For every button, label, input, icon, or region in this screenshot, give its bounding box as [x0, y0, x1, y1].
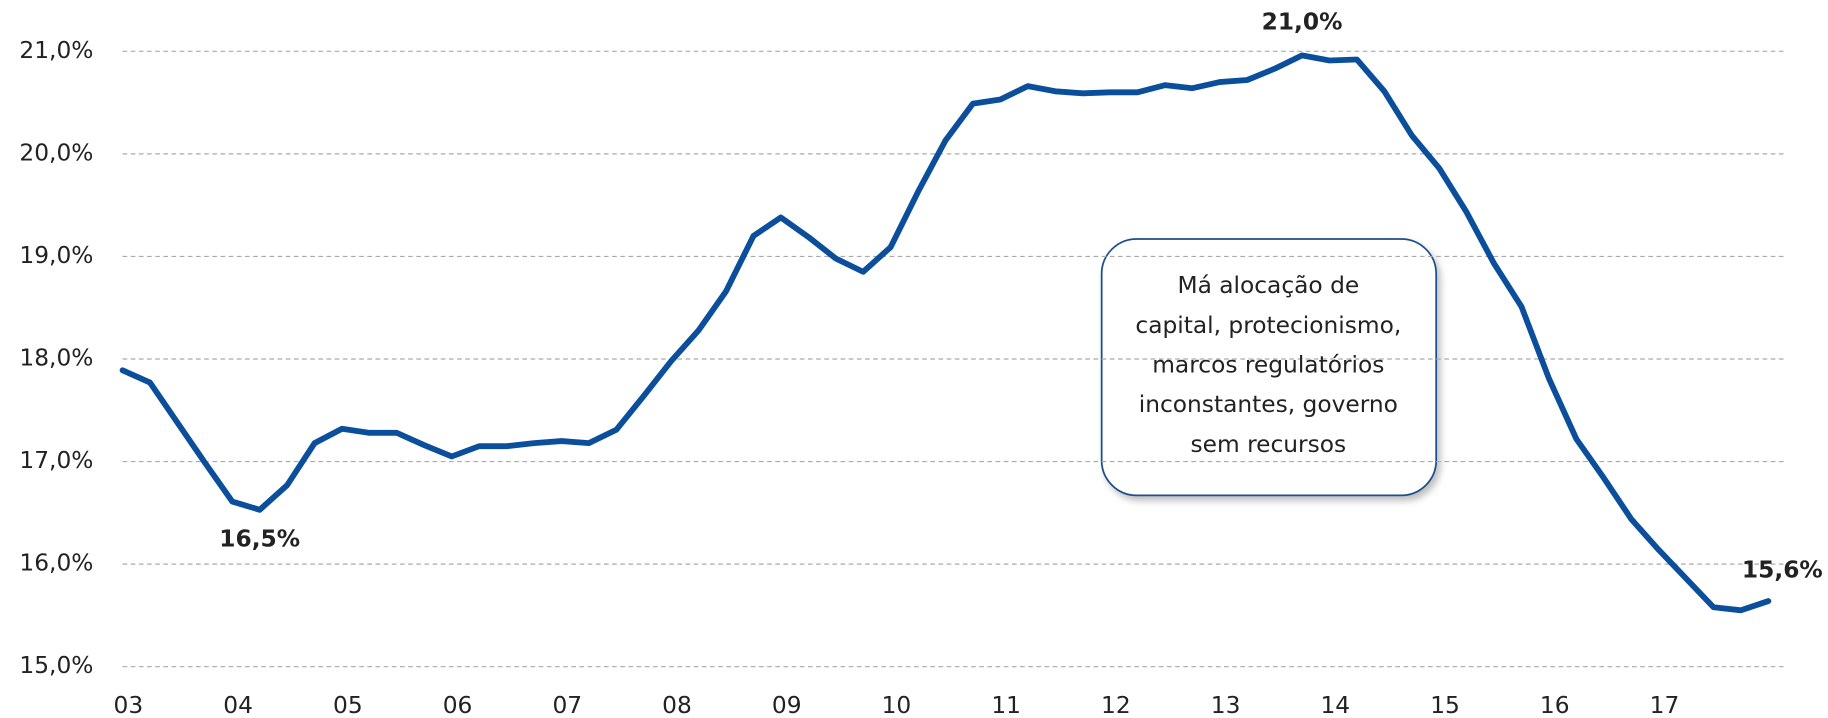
- annotation-text: inconstantes, governo: [1139, 391, 1398, 418]
- annotation-text: capital, protecionismo,: [1135, 312, 1401, 339]
- x-tick-label: 17: [1650, 692, 1680, 718]
- x-tick-label: 11: [991, 692, 1021, 718]
- data-label: 15,6%: [1742, 556, 1823, 583]
- y-tick-label: 16,0%: [19, 550, 93, 577]
- x-tick-label: 06: [443, 692, 473, 718]
- annotation-text: marcos regulatórios: [1152, 351, 1384, 378]
- x-tick-label: 03: [114, 692, 144, 718]
- y-tick-label: 20,0%: [19, 139, 93, 166]
- y-tick-label: 19,0%: [19, 242, 93, 269]
- data-label: 21,0%: [1262, 8, 1343, 35]
- annotation-text: sem recursos: [1191, 431, 1347, 458]
- x-tick-label: 16: [1540, 692, 1570, 718]
- y-tick-label: 15,0%: [19, 652, 93, 679]
- y-tick-label: 21,0%: [19, 37, 93, 64]
- x-tick-label: 08: [662, 692, 692, 718]
- data-label: 16,5%: [219, 526, 300, 553]
- x-tick-label: 13: [1211, 692, 1241, 718]
- x-tick-label: 12: [1101, 692, 1131, 718]
- x-tick-label: 15: [1430, 692, 1460, 718]
- y-tick-label: 17,0%: [19, 447, 93, 474]
- x-tick-label: 14: [1320, 692, 1350, 718]
- x-tick-label: 05: [333, 692, 363, 718]
- line-series: [119, 52, 1772, 614]
- annotation-box: [1100, 238, 1438, 497]
- x-tick-label: 07: [552, 692, 582, 718]
- x-tick-label: 04: [223, 692, 253, 718]
- y-tick-label: 18,0%: [19, 345, 93, 372]
- x-tick-label: 09: [772, 692, 802, 718]
- annotation-text: Má alocação de: [1177, 272, 1359, 299]
- x-tick-label: 10: [882, 692, 912, 718]
